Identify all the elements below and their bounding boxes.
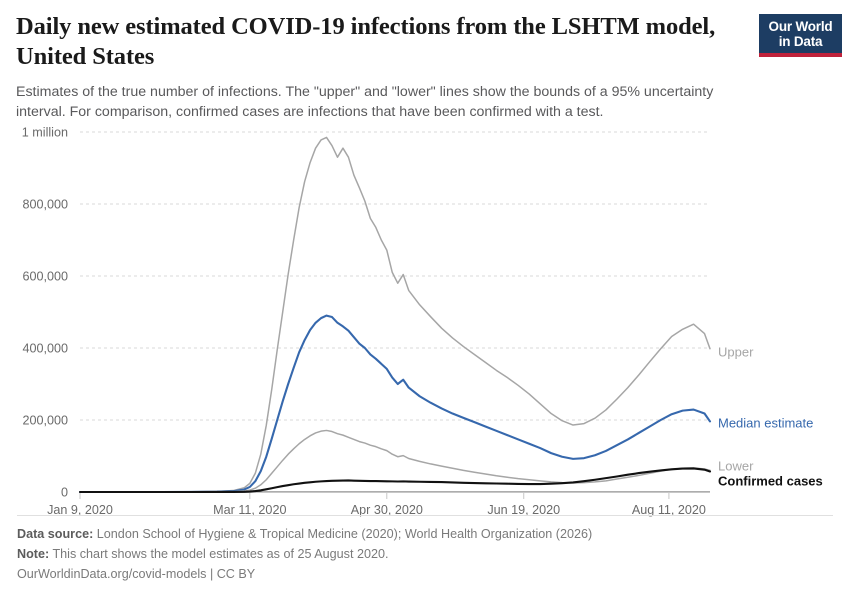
chart-subtitle: Estimates of the true number of infectio… [16,84,714,120]
owid-logo-line1: Our World [768,19,833,34]
x-axis-tick-label: Apr 30, 2020 [351,503,423,517]
y-axis-tick-label: 1 million [22,126,68,140]
series-label-upper[interactable]: Upper [718,345,754,360]
x-axis-ticks-group [79,493,670,499]
x-axis-tick-label: Aug 11, 2020 [632,503,706,517]
footer-note-label: Note: [17,547,50,561]
footer-note-text: This chart shows the model estimates as … [52,547,389,561]
series-line-median-estimate [78,314,712,494]
page-title: Daily new estimated COVID-19 infections … [16,13,716,70]
y-axis-tick-label: 800,000 [22,198,68,212]
chart-header: Daily new estimated COVID-19 infections … [16,12,736,122]
y-axis-labels-group: 0 200,000 400,000 600,000 800,000 1 million [22,126,68,500]
series-label-lower[interactable]: Lower [718,458,754,473]
footer-divider [17,515,833,516]
series-line-lower [79,429,711,493]
footer-note-line: Note: This chart shows the model estimat… [17,544,817,564]
series-line-confirmed-cases [78,467,712,494]
footer-source-line: Data source: London School of Hygiene & … [17,524,817,544]
owid-logo[interactable]: Our World in Data [759,14,842,57]
chart-area: 0 200,000 400,000 600,000 800,000 1 million J… [0,118,850,518]
x-axis-tick-label: Jan 9, 2020 [47,503,113,517]
owid-logo-line2: in Data [778,34,823,49]
footer-source-text: London School of Hygiene & Tropical Medi… [96,527,593,541]
y-axis-tick-label: 0 [61,486,68,500]
chart-footer: Data source: London School of Hygiene & … [17,515,833,584]
footer-source-label: Data source: [17,527,94,541]
x-axis-tick-label: Jun 19, 2020 [487,503,560,517]
y-axis-tick-label: 400,000 [22,342,68,356]
series-label-confirmed-cases[interactable]: Confirmed cases [718,473,823,488]
gridlines-group [80,131,710,493]
series-label-median-estimate[interactable]: Median estimate [718,415,813,430]
y-axis-tick-label: 200,000 [22,414,68,428]
y-axis-tick-label: 600,000 [22,270,68,284]
footer-license: OurWorldinData.org/covid-models | CC BY [17,567,256,581]
x-axis-labels-group: Jan 9, 2020 Mar 11, 2020 Apr 30, 2020 Jun 1… [47,503,706,517]
series-line-upper [79,136,711,493]
series-lines-group [78,136,712,494]
x-axis-tick-label: Mar 11, 2020 [213,503,286,517]
line-chart-svg: 0 200,000 400,000 600,000 800,000 1 million J… [22,126,823,518]
